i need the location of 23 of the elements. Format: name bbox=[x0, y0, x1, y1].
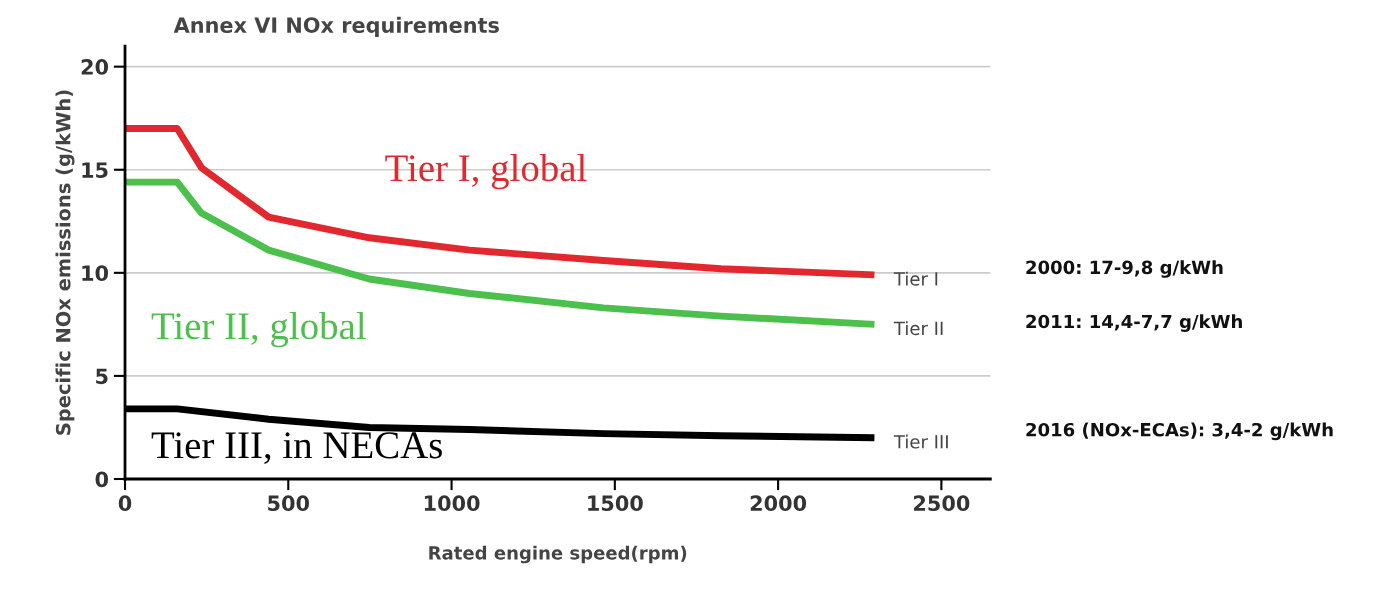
annotation: Tier I, global bbox=[385, 153, 587, 190]
y-tick-label: 10 bbox=[82, 265, 109, 282]
series-label: Tier III bbox=[893, 434, 948, 449]
x-tick-label: 2500 bbox=[914, 495, 970, 512]
y-axis-title: Specific NOx emissions (g/kWh) bbox=[55, 90, 75, 435]
text: 2016 (NOx-ECAs): 3,4-2 g/kWh bbox=[1026, 422, 1333, 441]
y-tick-label: 15 bbox=[82, 162, 108, 178]
annotation: Tier III, in NECAs bbox=[151, 432, 442, 465]
x-tick-label: 1500 bbox=[588, 495, 643, 512]
chart-title: Annex VI NOx requirements bbox=[173, 16, 499, 37]
series-label: Tier I bbox=[893, 271, 938, 286]
annotation: Tier II, global bbox=[151, 311, 366, 348]
y-tick-label: 5 bbox=[96, 368, 108, 385]
series-label: Tier II bbox=[893, 321, 943, 336]
x-tick-label: 0 bbox=[118, 495, 132, 512]
x-tick-label: 500 bbox=[268, 495, 310, 512]
x-axis-title: Rated engine speed(rpm) bbox=[429, 545, 687, 564]
text: 2011: 14,4-7,7 g/kWh bbox=[1026, 314, 1242, 332]
y-tick-label: 0 bbox=[95, 471, 109, 488]
x-tick-label: 2000 bbox=[750, 495, 807, 512]
text: 2000: 17-9,8 g/kWh bbox=[1026, 260, 1223, 278]
y-tick-label: 20 bbox=[81, 59, 109, 75]
x-tick-label: 1000 bbox=[424, 495, 480, 512]
